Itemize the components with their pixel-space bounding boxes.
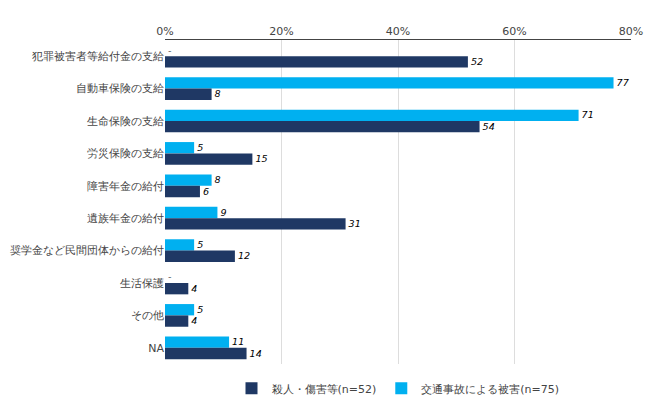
svg-text:奨学金など民間団体からの給付: 奨学金など民間団体からの給付 xyxy=(10,244,164,257)
svg-text:9: 9 xyxy=(220,207,226,218)
svg-text:80%: 80% xyxy=(619,25,643,38)
svg-text:殺人・傷害等(n=52): 殺人・傷害等(n=52) xyxy=(272,383,377,396)
svg-text:77: 77 xyxy=(617,77,629,88)
svg-text:労災保険の支給: 労災保険の支給 xyxy=(87,147,164,160)
svg-text:NA: NA xyxy=(148,342,164,355)
svg-text:31: 31 xyxy=(349,218,361,229)
svg-text:5: 5 xyxy=(197,304,203,315)
svg-text:0%: 0% xyxy=(156,25,173,38)
svg-text:生活保護: 生活保護 xyxy=(120,277,164,290)
svg-text:遺族年金の給付: 遺族年金の給付 xyxy=(87,212,164,225)
svg-text:54: 54 xyxy=(483,121,495,132)
svg-text:11: 11 xyxy=(232,336,244,347)
svg-text:自動車保険の支給: 自動車保険の支給 xyxy=(76,82,164,95)
svg-text:5: 5 xyxy=(197,142,203,153)
svg-text:71: 71 xyxy=(582,109,594,120)
svg-text:6: 6 xyxy=(203,186,209,197)
svg-text:交通事故による被害(n=75): 交通事故による被害(n=75) xyxy=(421,383,559,396)
svg-text:60%: 60% xyxy=(502,25,526,38)
svg-text:5: 5 xyxy=(197,239,203,250)
svg-text:4: 4 xyxy=(191,283,197,294)
svg-text:障害年金の給付: 障害年金の給付 xyxy=(87,180,164,193)
svg-text:8: 8 xyxy=(215,88,221,99)
svg-text:14: 14 xyxy=(250,348,262,359)
svg-text:犯罪被害者等給付金の支給: 犯罪被害者等給付金の支給 xyxy=(32,50,164,63)
svg-text:4: 4 xyxy=(191,315,197,326)
svg-text:52: 52 xyxy=(471,56,483,67)
svg-text:その他: その他 xyxy=(131,309,164,322)
svg-text:-: - xyxy=(168,271,172,282)
svg-text:12: 12 xyxy=(238,250,250,261)
svg-text:生命保険の支給: 生命保険の支給 xyxy=(87,115,164,128)
svg-text:40%: 40% xyxy=(386,25,410,38)
svg-text:8: 8 xyxy=(215,174,221,185)
svg-text:-: - xyxy=(168,45,172,56)
svg-text:15: 15 xyxy=(255,153,267,164)
svg-text:20%: 20% xyxy=(269,25,293,38)
